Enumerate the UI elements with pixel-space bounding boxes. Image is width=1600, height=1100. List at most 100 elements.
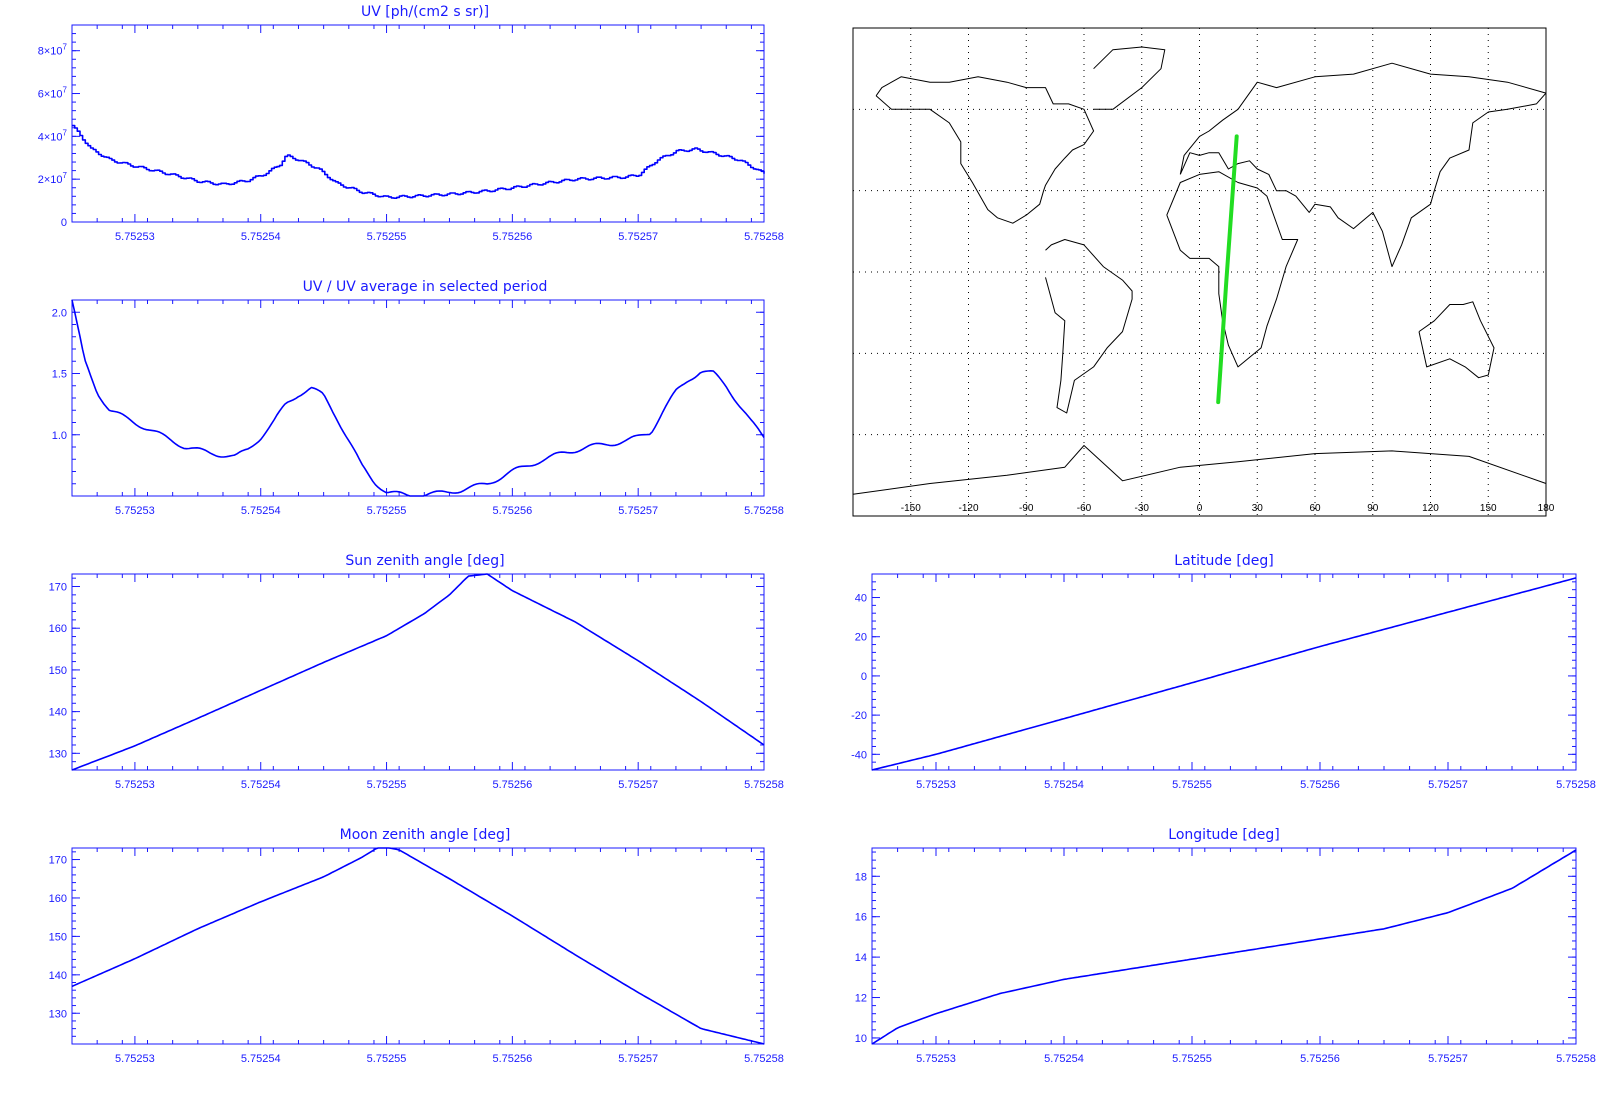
y-tick-label: 40: [855, 593, 867, 605]
x-tick-label: 5.75254: [241, 779, 281, 791]
longitude-tick-label: -150: [901, 503, 921, 514]
y-tick-label: 170: [49, 855, 67, 867]
y-tick-label: 160: [49, 623, 67, 635]
world-map: -150 -120 -90 -60 -30 0 30 60 90 120 150 180: [852, 27, 1555, 517]
x-tick-label: 5.75255: [367, 231, 407, 243]
x-tick-label: 5.75254: [1044, 1053, 1084, 1065]
x-tick-label: 5.75253: [916, 779, 956, 791]
x-tick-label: 5.75258: [1556, 1053, 1596, 1065]
panel-title: Longitude [deg]: [1168, 827, 1279, 843]
panel-latitude: Latitude [deg] 5.75253 5.75254 5.75255 5.75…: [851, 553, 1596, 791]
plot-frame: [71, 24, 765, 223]
coastline-australia: [1418, 301, 1495, 379]
y-tick-label: 1.5: [52, 369, 67, 381]
x-tick-label: 5.75255: [367, 779, 407, 791]
longitude-tick-label: -120: [958, 503, 978, 514]
longitude-tick-label: -60: [1077, 503, 1092, 514]
x-tick-label: 5.75256: [492, 779, 532, 791]
y-tick-label: 150: [49, 665, 67, 677]
x-tick-label: 5.75256: [1300, 779, 1340, 791]
x-tick-label: 5.75254: [241, 231, 281, 243]
panel-uv-ratio: UV / UV average in selected period 5.752…: [52, 279, 784, 517]
y-tick-mantissa: 2×10: [38, 174, 63, 186]
longitude-tick-label: 120: [1422, 503, 1439, 514]
coastline-greenland: [1093, 46, 1166, 110]
y-tick-label: -40: [851, 749, 867, 761]
y-tick-label: 150: [49, 931, 67, 943]
y-tick-label: 2×107: [38, 171, 68, 186]
panel-uv: UV [ph/(cm2 s sr)] 5.75253 5.75254 5.75255…: [38, 4, 784, 243]
x-tick-label: 5.75256: [492, 231, 532, 243]
longitude-tick-label: 180: [1538, 503, 1555, 514]
y-tick-mantissa: 4×10: [38, 131, 63, 143]
x-tick-label: 5.75257: [618, 1053, 658, 1065]
y-tick-label: 170: [49, 582, 67, 594]
panel-sun-zenith: Sun zenith angle [deg] 5.75253 5.75254 5.7…: [49, 553, 784, 791]
x-tick-label: 5.75255: [367, 1053, 407, 1065]
x-tick-label: 5.75258: [744, 779, 784, 791]
coastline-north-america: [875, 76, 1095, 224]
plot-frame: [71, 847, 765, 1045]
x-tick-label: 5.75253: [916, 1053, 956, 1065]
longitude-tick-label: -30: [1135, 503, 1150, 514]
x-tick-label: 5.75257: [618, 231, 658, 243]
data-line: [71, 299, 765, 497]
x-tick-label: 5.75256: [492, 1053, 532, 1065]
y-tick-label: 6×107: [38, 86, 68, 101]
longitude-tick-label: 0: [1197, 503, 1203, 514]
y-tick-exponent: 7: [63, 43, 68, 52]
y-tick-label: 160: [49, 893, 67, 905]
x-tick-label: 5.75255: [1172, 779, 1212, 791]
x-tick-label: 5.75254: [241, 505, 281, 517]
y-tick-label: 0: [61, 217, 67, 229]
x-tick-label: 5.75254: [241, 1053, 281, 1065]
panel-title: Sun zenith angle [deg]: [345, 553, 504, 569]
x-tick-label: 5.75257: [618, 779, 658, 791]
coastline-south-america: [1045, 239, 1133, 414]
x-tick-label: 5.75255: [367, 505, 407, 517]
y-tick-label: 130: [49, 748, 67, 760]
longitude-tick-label: -90: [1019, 503, 1034, 514]
y-tick-label: 140: [49, 707, 67, 719]
longitude-tick-label: 150: [1480, 503, 1497, 514]
panel-title: Moon zenith angle [deg]: [340, 827, 511, 843]
y-tick-label: 14: [855, 952, 867, 964]
panel-longitude: Longitude [deg] 5.75253 5.75254 5.75255 5.7…: [855, 827, 1596, 1065]
plot-frame: [71, 573, 765, 771]
x-tick-label: 5.75253: [115, 505, 155, 517]
y-tick-mantissa: 6×10: [38, 89, 63, 101]
x-tick-label: 5.75253: [115, 779, 155, 791]
y-tick-label: 0: [861, 671, 867, 683]
y-tick-label: 10: [855, 1033, 867, 1045]
y-tick-label: 4×107: [38, 128, 68, 143]
data-line: [71, 573, 765, 771]
data-line: [72, 124, 765, 199]
longitude-tick-label: 30: [1252, 503, 1264, 514]
plot-frame: [871, 847, 1577, 1045]
x-tick-label: 5.75258: [1556, 779, 1596, 791]
data-line: [71, 847, 765, 1045]
data-line: [871, 849, 1577, 1045]
panel-title: UV [ph/(cm2 s sr)]: [361, 4, 489, 20]
y-tick-label: 8×107: [38, 43, 68, 58]
panel-title: Latitude [deg]: [1174, 553, 1273, 569]
panel-title: UV / UV average in selected period: [303, 279, 548, 295]
x-tick-label: 5.75257: [1428, 779, 1468, 791]
coastline-antarctica: [852, 445, 1547, 495]
x-tick-label: 5.75257: [1428, 1053, 1468, 1065]
y-tick-label: 2.0: [52, 307, 67, 319]
coastline-eurasia: [1179, 62, 1547, 268]
x-tick-label: 5.75257: [618, 505, 658, 517]
y-tick-exponent: 7: [63, 171, 68, 180]
x-tick-label: 5.75258: [744, 505, 784, 517]
map-frame: [852, 27, 1547, 517]
y-tick-label: 12: [855, 993, 867, 1005]
x-tick-label: 5.75256: [1300, 1053, 1340, 1065]
longitude-tick-label: 60: [1309, 503, 1321, 514]
x-tick-label: 5.75255: [1172, 1053, 1212, 1065]
x-tick-label: 5.75258: [744, 231, 784, 243]
x-tick-label: 5.75256: [492, 505, 532, 517]
coastline-africa: [1166, 171, 1299, 368]
plot-frame: [871, 573, 1577, 771]
